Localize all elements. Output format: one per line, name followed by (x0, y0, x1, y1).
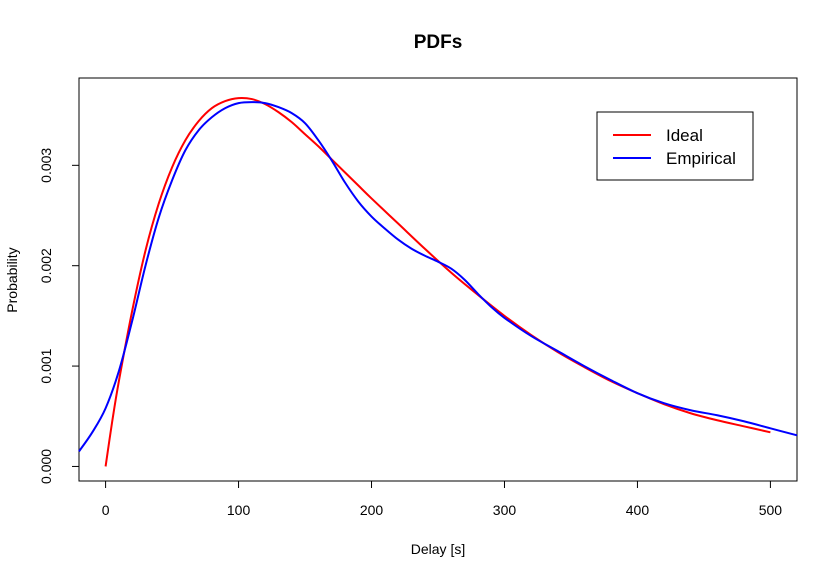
legend-box (596, 111, 754, 181)
y-tick-label: 0.002 (38, 248, 54, 283)
y-axis: 0.000 0.001 0.002 0.003 (38, 148, 80, 484)
legend: Ideal Empirical (596, 111, 754, 181)
x-tick-label: 300 (493, 502, 517, 518)
x-tick-label: 400 (626, 502, 650, 518)
y-tick-label: 0.003 (38, 148, 54, 183)
x-axis-title: Delay [s] (411, 541, 465, 557)
chart-title: PDFs (414, 32, 463, 53)
y-tick-label: 0.000 (38, 449, 54, 484)
y-tick-label: 0.001 (38, 348, 54, 383)
x-tick-label: 100 (227, 502, 251, 518)
x-tick-label: 200 (360, 502, 384, 518)
y-axis-title: Probability (4, 247, 20, 312)
legend-label-empirical: Empirical (666, 149, 736, 168)
x-axis: 0 100 200 300 400 500 (102, 480, 783, 518)
x-tick-label: 0 (102, 502, 110, 518)
x-tick-label: 500 (759, 502, 783, 518)
series-line-empirical (78, 101, 798, 452)
series-layer (78, 96, 798, 467)
legend-label-ideal: Ideal (666, 126, 703, 145)
